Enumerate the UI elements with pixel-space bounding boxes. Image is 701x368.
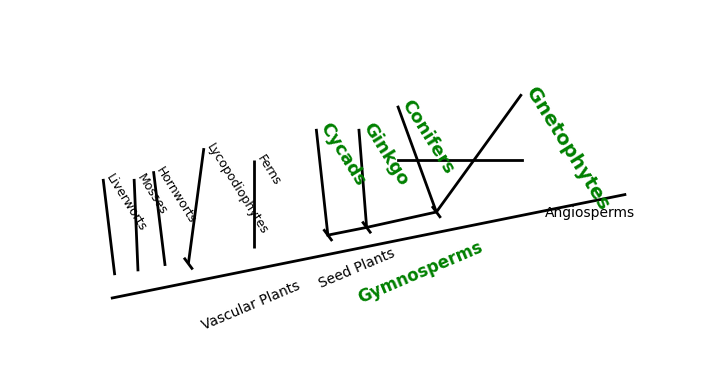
Text: Angiosperms: Angiosperms — [545, 206, 635, 220]
Text: Gymnosperms: Gymnosperms — [355, 238, 485, 307]
Text: Mosses: Mosses — [134, 172, 170, 217]
Text: Cycads: Cycads — [316, 119, 369, 189]
Text: Seed Plants: Seed Plants — [316, 246, 397, 290]
Text: Liverworts: Liverworts — [103, 172, 149, 234]
Text: Ferns: Ferns — [254, 153, 283, 188]
Text: Lycopodiophytes: Lycopodiophytes — [204, 141, 271, 237]
Text: Vascular Plants: Vascular Plants — [200, 279, 302, 333]
Text: Gnetophytes: Gnetophytes — [522, 84, 613, 214]
Text: Hornworts: Hornworts — [154, 164, 198, 226]
Text: Ginkgo: Ginkgo — [359, 119, 411, 189]
Text: Conifers: Conifers — [397, 96, 458, 177]
